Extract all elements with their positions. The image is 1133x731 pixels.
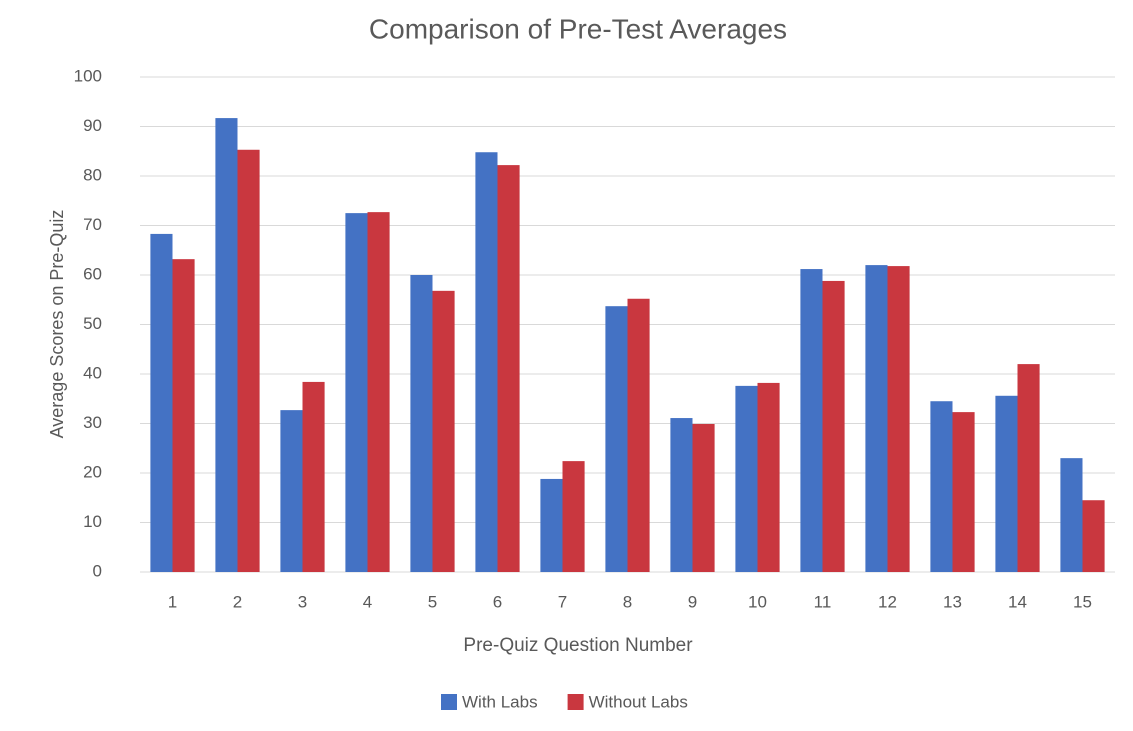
bar bbox=[800, 269, 823, 572]
bar bbox=[497, 165, 520, 573]
y-tick-label: 0 bbox=[93, 561, 102, 580]
y-tick-label: 80 bbox=[83, 165, 102, 184]
legend-label: With Labs bbox=[462, 692, 538, 711]
bar bbox=[735, 385, 758, 572]
x-tick-label: 14 bbox=[1008, 592, 1027, 611]
bar bbox=[237, 149, 260, 572]
bar bbox=[670, 418, 693, 572]
y-tick-label: 30 bbox=[83, 413, 102, 432]
x-tick-label: 8 bbox=[623, 592, 632, 611]
bar bbox=[822, 280, 845, 572]
bar bbox=[692, 423, 715, 572]
x-tick-label: 5 bbox=[428, 592, 437, 611]
x-tick-label: 9 bbox=[688, 592, 697, 611]
bar bbox=[367, 212, 390, 572]
x-tick-label: 1 bbox=[168, 592, 177, 611]
y-tick-label: 20 bbox=[83, 462, 102, 481]
x-tick-label: 7 bbox=[558, 592, 567, 611]
bar bbox=[930, 401, 953, 572]
bar bbox=[887, 266, 910, 572]
bar bbox=[280, 410, 303, 572]
legend-swatch bbox=[441, 694, 457, 710]
bar bbox=[302, 381, 325, 572]
bar bbox=[952, 412, 975, 572]
legend-label: Without Labs bbox=[589, 692, 688, 711]
bar bbox=[995, 395, 1018, 572]
bar bbox=[562, 461, 585, 572]
chart-title: Comparison of Pre-Test Averages bbox=[369, 13, 787, 44]
bar bbox=[150, 233, 173, 573]
y-tick-label: 40 bbox=[83, 363, 102, 382]
bar bbox=[410, 275, 433, 572]
x-tick-label: 2 bbox=[233, 592, 242, 611]
x-tick-label: 6 bbox=[493, 592, 502, 611]
bar bbox=[432, 290, 455, 572]
y-tick-label: 100 bbox=[74, 66, 102, 85]
bar bbox=[345, 213, 368, 572]
bar bbox=[757, 382, 780, 572]
x-tick-label: 11 bbox=[814, 592, 832, 611]
bar bbox=[540, 478, 563, 572]
x-tick-label: 10 bbox=[748, 592, 767, 611]
y-tick-label: 90 bbox=[83, 116, 102, 135]
x-axis-label: Pre-Quiz Question Number bbox=[463, 635, 693, 656]
y-axis-label: Average Scores on Pre-Quiz bbox=[47, 210, 67, 439]
y-tick-label: 70 bbox=[83, 215, 102, 234]
legend-swatch bbox=[567, 694, 584, 710]
bar bbox=[1017, 364, 1040, 572]
y-tick-label: 10 bbox=[83, 512, 102, 531]
bar bbox=[627, 298, 650, 572]
bar bbox=[1060, 458, 1083, 572]
x-tick-label: 12 bbox=[878, 592, 897, 611]
x-tick-label: 15 bbox=[1073, 592, 1092, 611]
bar bbox=[605, 306, 628, 572]
bar bbox=[475, 152, 498, 573]
bar bbox=[1082, 500, 1105, 572]
x-tick-label: 3 bbox=[298, 592, 307, 611]
x-tick-label: 13 bbox=[943, 592, 962, 611]
bar bbox=[172, 259, 195, 572]
y-tick-label: 50 bbox=[83, 314, 102, 333]
x-tick-label: 4 bbox=[363, 592, 372, 611]
bar bbox=[865, 265, 888, 572]
bar bbox=[215, 118, 238, 573]
y-tick-label: 60 bbox=[83, 264, 102, 283]
